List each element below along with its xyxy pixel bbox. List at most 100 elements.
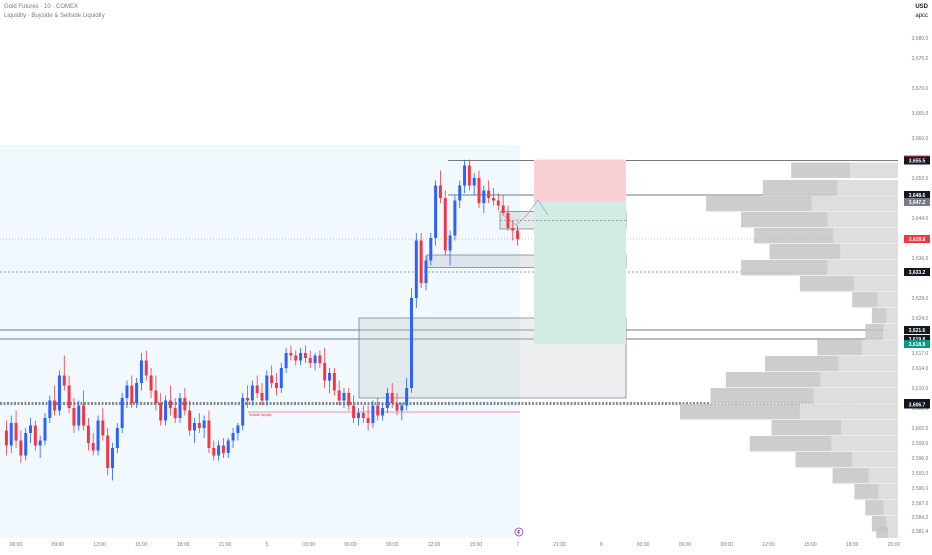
symbol-title[interactable]: Gold Futures · 10 · COMEX [4,4,79,10]
price-tag[interactable] [904,191,930,199]
candle-body[interactable] [67,385,71,409]
candle-body[interactable] [332,373,336,391]
candle-body[interactable] [506,213,510,228]
candle-body[interactable] [279,368,283,388]
candle-body[interactable] [424,260,428,284]
candle-body[interactable] [405,388,409,406]
price-tag[interactable] [904,198,930,206]
candle-body[interactable] [106,435,110,469]
price-tag-label[interactable]: 3,647.2 [909,200,926,206]
candle-body[interactable] [111,448,114,468]
candle-body[interactable] [24,433,28,456]
candle-body[interactable] [342,393,346,401]
candle-body[interactable] [414,240,418,299]
currency-label[interactable]: USD [915,4,928,10]
price-tag[interactable] [904,340,930,348]
candle-body[interactable] [443,198,447,251]
candle-body[interactable] [48,400,52,419]
candle-body[interactable] [159,403,163,421]
price-tag[interactable] [904,400,930,409]
candle-body[interactable] [43,418,47,441]
candle-body[interactable] [217,445,221,456]
candle-body[interactable] [168,400,172,409]
candle-body[interactable] [144,360,148,376]
candle-body[interactable] [29,425,33,434]
price-tag-label[interactable]: 3,621.6 [909,328,926,334]
candle-body[interactable] [221,445,225,454]
candle-body[interactable] [9,423,13,446]
candle-body[interactable] [19,440,23,456]
candle-body[interactable] [356,413,360,418]
candle-body[interactable] [164,400,168,421]
candle-body[interactable] [366,418,370,423]
candle-body[interactable] [467,165,471,186]
candle-body[interactable] [241,398,245,426]
candle-body[interactable] [337,390,341,401]
candle-body[interactable] [303,353,307,358]
candle-body[interactable] [72,408,76,426]
price-tag[interactable] [904,156,930,165]
candle-body[interactable] [246,398,250,401]
candle-body[interactable] [130,385,134,404]
candle-body[interactable] [236,425,240,434]
candle-body[interactable] [482,190,486,204]
candle-body[interactable] [472,178,476,186]
candle-body[interactable] [361,413,365,418]
candle-body[interactable] [82,405,86,426]
candle-body[interactable] [139,360,143,384]
candle-body[interactable] [501,205,505,214]
candle-body[interactable] [115,428,119,448]
candle-body[interactable] [395,403,399,411]
price-tag[interactable] [904,235,930,243]
candle-body[interactable] [289,353,293,356]
candle-body[interactable] [376,405,380,416]
indicator-title[interactable]: Liquidity · Buyside & Sellside Liquidity [4,13,105,19]
candle-body[interactable] [173,408,177,418]
candle-body[interactable] [183,398,187,411]
candle-body[interactable] [77,405,81,426]
candle-body[interactable] [477,178,481,203]
candle-body[interactable] [270,375,274,384]
candle-body[interactable] [496,200,500,206]
candle-body[interactable] [390,393,394,403]
candle-body[interactable] [347,393,351,406]
candle-body[interactable] [453,200,457,236]
candle-body[interactable] [91,443,95,451]
price-tag-label[interactable]: 3,648.6 [909,193,926,199]
candle-body[interactable] [62,375,66,386]
candle-body[interactable] [438,185,442,199]
candle-body[interactable] [207,420,211,449]
candle-body[interactable] [463,165,467,186]
candle-body[interactable] [299,353,303,361]
candle-body[interactable] [135,383,139,403]
candle-body[interactable] [192,423,196,431]
candle-body[interactable] [197,423,201,428]
price-tag-label[interactable]: 3,633.2 [909,270,926,276]
candle-body[interactable] [149,375,153,391]
candle-body[interactable] [419,240,423,284]
candle-body[interactable] [385,393,389,408]
candle-body[interactable] [250,385,254,401]
candle-body[interactable] [381,408,385,416]
axis-mode-label[interactable]: apcc [915,13,928,19]
price-tag[interactable] [904,268,930,276]
candle-body[interactable] [458,185,462,201]
candle-body[interactable] [125,385,129,399]
candle-body[interactable] [33,425,37,446]
candle-body[interactable] [231,433,235,441]
candle-body[interactable] [491,198,495,201]
candle-body[interactable] [120,398,124,428]
price-tag-label[interactable]: 3,618.8 [909,342,926,348]
candle-body[interactable] [434,185,438,239]
candle-body[interactable] [511,228,515,231]
candle-body[interactable] [154,390,158,404]
candle-body[interactable] [265,375,269,401]
candle-body[interactable] [53,400,57,411]
candle-body[interactable] [284,353,288,368]
candle-body[interactable] [96,420,100,451]
candle-body[interactable] [294,355,298,361]
candle-body[interactable] [255,385,259,394]
candle-body[interactable] [371,405,375,424]
